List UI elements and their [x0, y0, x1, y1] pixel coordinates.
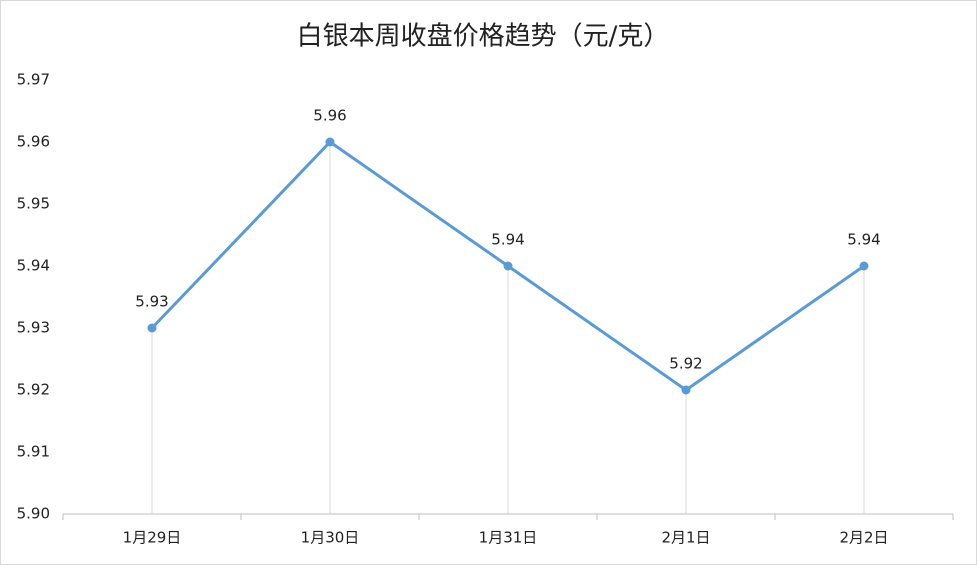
y-tick-label: 5.93 — [17, 319, 50, 337]
y-tick-label: 5.92 — [17, 381, 50, 399]
y-tick-label: 5.97 — [17, 71, 50, 89]
y-tick-label: 5.94 — [17, 257, 50, 275]
y-tick-label: 5.95 — [17, 195, 50, 213]
data-label: 5.96 — [313, 107, 346, 125]
data-label: 5.94 — [491, 231, 524, 249]
point — [859, 261, 869, 271]
x-tick-label: 2月1日 — [661, 529, 710, 547]
chart-title: 白银本周收盘价格趋势（元/克） — [297, 22, 670, 52]
y-tick-label: 5.96 — [17, 133, 50, 151]
data-label: 5.92 — [669, 355, 702, 373]
y-tick-label: 5.90 — [17, 505, 50, 523]
y-tick-label: 5.91 — [17, 443, 50, 461]
x-tick-label: 1月31日 — [479, 529, 538, 547]
point — [503, 261, 513, 271]
x-tick-label: 1月29日 — [123, 529, 182, 547]
data-label: 5.93 — [135, 293, 168, 311]
point — [681, 385, 691, 395]
data-label: 5.94 — [847, 231, 880, 249]
point — [147, 323, 157, 333]
x-tick-label: 1月30日 — [301, 529, 360, 547]
x-tick-label: 2月2日 — [839, 529, 888, 547]
point — [325, 137, 335, 147]
